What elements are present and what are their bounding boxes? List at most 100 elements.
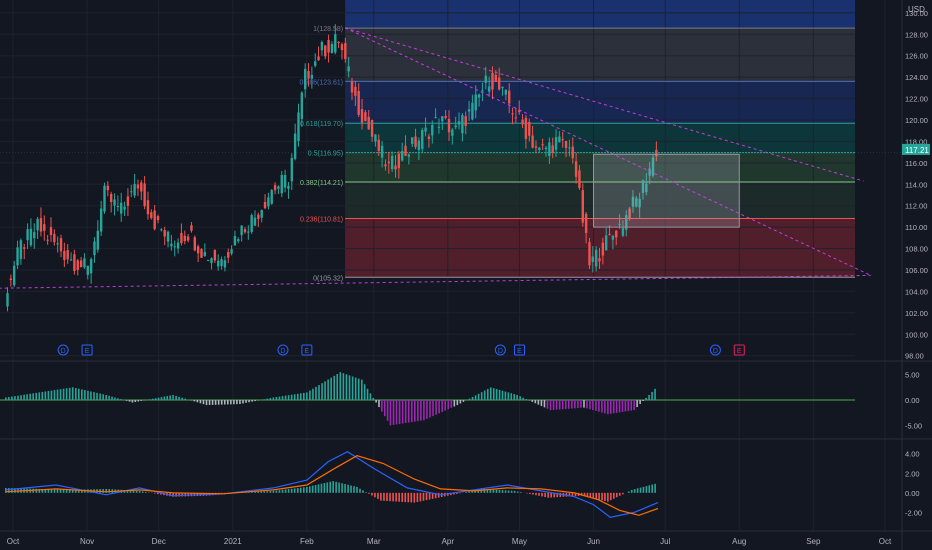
candle-body [166,231,170,242]
hist-bar [134,400,137,402]
hist-bar [456,492,458,494]
candle-body [521,119,524,125]
candle-body [59,238,63,252]
candle-body [213,250,217,261]
candle-body [243,229,247,233]
time-tick: Oct [7,537,20,546]
hist-bar [513,394,515,400]
event-label: D [280,348,285,355]
hist-bar [184,398,187,400]
candle-body [360,109,364,123]
hist-bar [287,395,290,400]
hist-bar [126,490,129,493]
hist-bar [35,392,38,400]
candle-body [578,170,581,189]
hist-bar [651,484,654,493]
candle-body [206,259,210,261]
hist-bar [323,483,326,493]
hist-bar [327,379,329,400]
hist-bar [272,490,275,493]
range-box [593,153,740,228]
hist-bar [330,377,332,400]
candle-body [601,242,605,256]
time-tick: Aug [732,537,746,546]
candle-body [273,185,277,191]
candle-body [89,259,93,274]
hist-bar [595,492,597,500]
candle-body [253,217,257,226]
hist-bar [199,400,202,404]
hist-bar [368,492,370,494]
hist-bar [356,486,358,493]
candle-body [608,234,611,236]
price-tick: 114.00 [905,180,927,189]
candle-body [123,206,126,210]
candle-body [377,139,380,151]
hist-bar [450,400,453,408]
hist-bar [538,492,540,496]
hist-bar [513,490,516,493]
candle-body [370,119,374,137]
trendline [0,274,871,289]
hist-bar [296,488,299,493]
hist-bar [474,490,476,493]
candle-body [109,193,113,203]
candle-body [193,237,197,251]
hist-bar [361,379,363,400]
hist-bar [5,397,7,400]
trendlines[interactable] [0,27,871,289]
fibonacci-levels[interactable] [0,27,902,278]
ind2-tick: 2.00 [905,469,920,478]
candle-body [574,161,578,177]
candle-body [397,153,401,169]
hist-bar [217,400,220,405]
time-tick: Feb [300,537,314,546]
hist-bar [151,398,154,400]
earnings-marker [301,344,313,356]
price-tick: 130.00 [905,9,928,18]
candle-body [504,89,508,95]
fib-level-label: 1(128.58) [313,26,343,33]
hist-bar [419,492,422,502]
hist-bar [350,485,352,493]
hist-bar [555,400,558,410]
candle-body [203,252,207,256]
candle-body [621,227,625,236]
hist-bar [172,394,174,400]
hist-bar [202,400,205,405]
hist-bar [62,489,65,493]
candle-body [538,147,541,151]
hist-bar [84,390,86,400]
time-axis[interactable]: Oct Nov Dec 2021 Feb Mar Apr May Jun Jul Aug Sep Oct [7,537,892,546]
candle-body [160,229,163,231]
hist-bar [541,492,543,497]
price-range-box[interactable] [593,153,740,228]
hist-bar [242,400,244,404]
time-tick: Jun [587,537,600,546]
candle-body [263,201,267,209]
hist-bar [11,488,13,493]
price-axis[interactable]: 5.00 0.00 -5.00 4.00 2.00 0.00 -2.00 98.00 100.0… [905,9,928,518]
candle-body [628,208,631,219]
candle-body [49,227,53,235]
time-tick: Jul [660,537,670,546]
hist-bar [468,398,471,400]
candle-body [330,43,334,53]
candle-body [56,243,59,245]
candle-body [223,260,227,268]
hist-bar [275,397,278,400]
hist-bar [425,492,428,501]
candle-body [454,125,457,128]
hist-bar [266,398,269,400]
candle-body [327,39,330,53]
hist-bar [317,484,320,493]
hist-bar [332,481,334,493]
candle-body [491,72,494,90]
hist-bar [59,389,62,400]
candle-body [484,75,487,83]
dividend-marker [494,344,506,356]
hist-bar [5,487,7,493]
dividend-marker [57,344,69,356]
